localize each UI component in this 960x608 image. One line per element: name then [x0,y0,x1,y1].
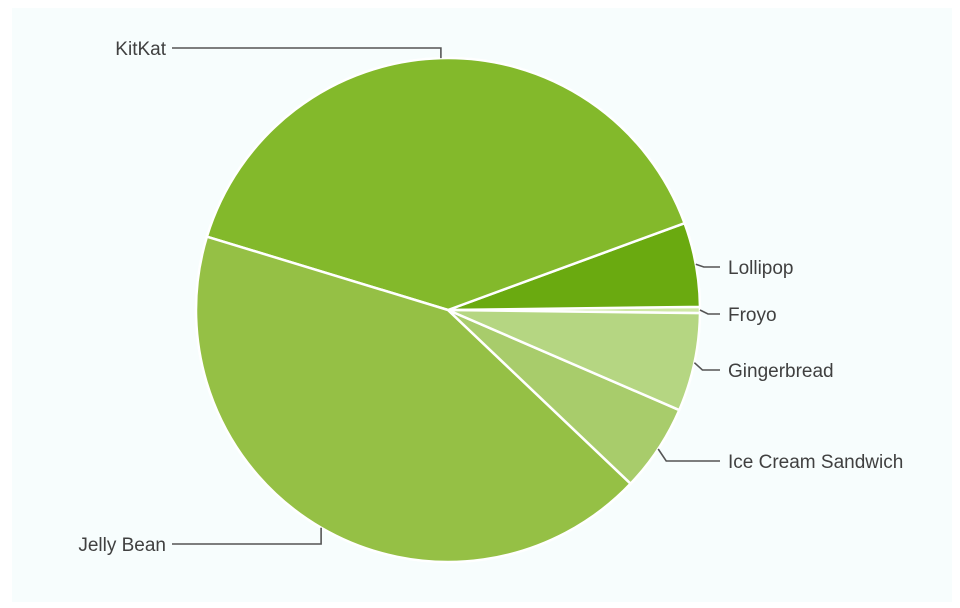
labels-layer: Froyo Lollipop KitKat Jelly Bean Ice Cream S… [78,39,903,556]
leader-line-kitkat [172,47,442,59]
pie-slice-jelly-bean [194,235,632,564]
pie-label-froyo: Froyo [728,305,777,326]
pie-slice-kitkat [205,56,686,312]
pie-label-kitkat: KitKat [115,39,166,60]
leader-line-jelly-bean [172,527,322,545]
pie-label-ice-cream-sandwich: Ice Cream Sandwich [728,452,903,473]
pie-label-jelly-bean: Jelly Bean [78,535,166,556]
leader-line-froyo [699,309,720,315]
leader-line-ice-cream-sandwich [657,448,720,462]
leader-line-lollipop [695,263,720,268]
leader-lines-layer [172,47,720,545]
pie-slice-gingerbread [446,308,702,412]
pie-label-gingerbread: Gingerbread [728,361,834,382]
pie-label-lollipop: Lollipop [728,258,794,279]
leader-line-gingerbread [693,362,720,371]
slices-layer [194,56,702,564]
